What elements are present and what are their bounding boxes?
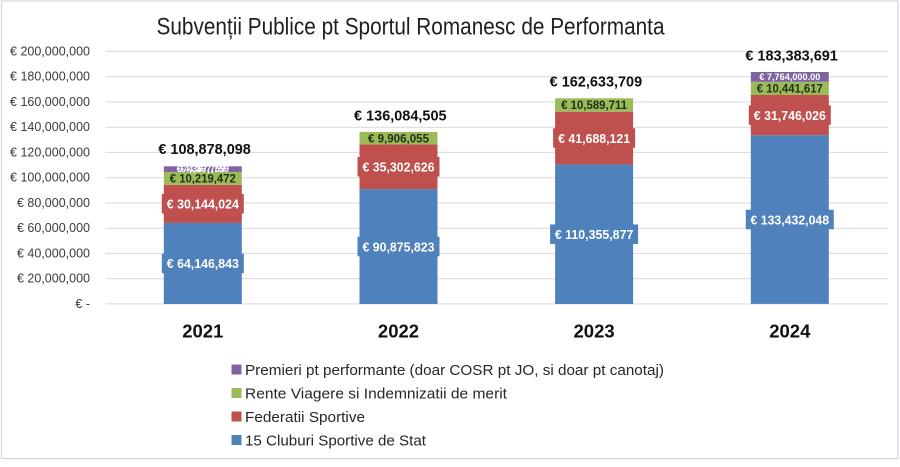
svg-text:€ 10,441,617: € 10,441,617 bbox=[757, 84, 823, 96]
svg-text:€ 60,000,000: € 60,000,000 bbox=[17, 221, 90, 235]
svg-text:€ 4,367,759: € 4,367,759 bbox=[177, 164, 226, 174]
svg-text:€ 7,764,000.00: € 7,764,000.00 bbox=[759, 72, 820, 82]
svg-text:€ 90,875,823: € 90,875,823 bbox=[363, 239, 435, 254]
svg-text:€ 133,432,048: € 133,432,048 bbox=[751, 212, 830, 227]
svg-text:€ 10,589,711: € 10,589,711 bbox=[561, 100, 628, 112]
svg-text:€ 64,146,843: € 64,146,843 bbox=[167, 256, 239, 271]
svg-text:€ 200,000,000: € 200,000,000 bbox=[10, 44, 90, 58]
svg-text:€ 183,383,691: € 183,383,691 bbox=[745, 48, 838, 65]
svg-text:2023: 2023 bbox=[574, 320, 615, 341]
svg-text:€ 140,000,000: € 140,000,000 bbox=[10, 120, 90, 134]
svg-text:€ 162,633,709: € 162,633,709 bbox=[550, 74, 643, 91]
svg-text:€ -: € - bbox=[75, 297, 90, 311]
svg-text:€ 9,906,055: € 9,906,055 bbox=[368, 133, 430, 145]
svg-text:€ 108,878,098: € 108,878,098 bbox=[158, 141, 251, 158]
svg-text:€ 10,219,472: € 10,219,472 bbox=[170, 173, 236, 185]
svg-text:15 Cluburi Sportive de Stat: 15 Cluburi Sportive de Stat bbox=[245, 432, 427, 449]
svg-text:€ 110,355,877: € 110,355,877 bbox=[555, 227, 634, 242]
svg-text:€ 4,367,759: € 4,367,759 bbox=[180, 164, 229, 174]
svg-text:€ 30,144,024: € 30,144,024 bbox=[167, 197, 240, 212]
svg-text:€ 35,302,626: € 35,302,626 bbox=[363, 159, 435, 174]
svg-text:2024: 2024 bbox=[769, 320, 811, 341]
svg-text:Subvenții Publice pt Sportul R: Subvenții Publice pt Sportul Romanesc de… bbox=[157, 13, 666, 40]
svg-text:€ 40,000,000: € 40,000,000 bbox=[17, 246, 90, 260]
svg-text:€ 180,000,000: € 180,000,000 bbox=[10, 70, 90, 84]
svg-text:2022: 2022 bbox=[378, 320, 419, 341]
svg-text:2021: 2021 bbox=[182, 320, 223, 341]
svg-text:Rente Viagere si Indemnizatii: Rente Viagere si Indemnizatii de merit bbox=[245, 385, 508, 402]
svg-text:Premieri pt performante (doar: Premieri pt performante (doar COSR pt JO… bbox=[245, 362, 664, 379]
svg-text:€ 80,000,000: € 80,000,000 bbox=[17, 196, 90, 210]
svg-text:€ 41,688,121: € 41,688,121 bbox=[558, 131, 630, 146]
svg-text:€ 100,000,000: € 100,000,000 bbox=[10, 171, 90, 185]
svg-text:Federatii Sportive: Federatii Sportive bbox=[245, 409, 365, 426]
svg-text:€ 160,000,000: € 160,000,000 bbox=[10, 95, 90, 109]
svg-text:€ 136,084,505: € 136,084,505 bbox=[354, 108, 447, 125]
svg-text:€ 20,000,000: € 20,000,000 bbox=[17, 272, 90, 286]
svg-text:€ 120,000,000: € 120,000,000 bbox=[10, 145, 90, 159]
svg-text:€ 31,746,026: € 31,746,026 bbox=[754, 108, 826, 123]
